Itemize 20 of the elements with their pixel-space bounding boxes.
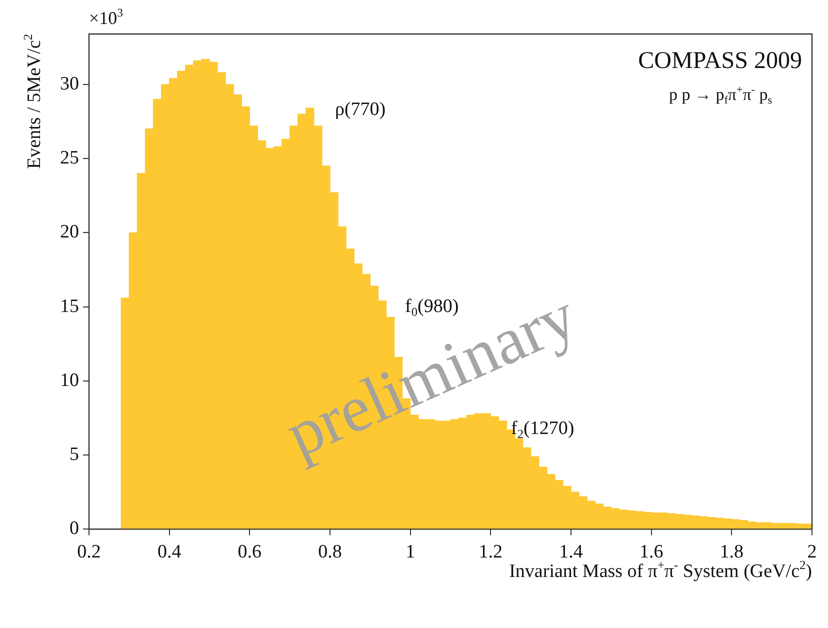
x-tick-label: 1.8: [720, 542, 744, 563]
y-tick-label: 5: [70, 444, 79, 466]
y-tick-label: 10: [60, 370, 79, 391]
x-tick-label: 0.8: [318, 542, 342, 563]
y-tick-label: 25: [60, 148, 79, 169]
x-tick-label: 1: [406, 542, 416, 563]
x-tick-label: 2: [807, 542, 817, 563]
x-tick-label: 1.2: [478, 542, 503, 563]
x-tick-label: 0.6: [238, 542, 262, 563]
x-tick-label: 0.4: [157, 542, 182, 563]
annotation: COMPASS 2009: [638, 48, 802, 74]
y-tick-label: 0: [70, 518, 79, 540]
annotation: ρ(770): [335, 99, 386, 120]
y-tick-label: 15: [60, 296, 79, 317]
x-tick-label: 0.2: [77, 542, 101, 563]
y-tick-label: 30: [60, 73, 79, 94]
x-tick-label: 1.4: [559, 542, 584, 563]
y-tick-label: 20: [60, 222, 79, 243]
y-axis-title: Events / 5MeV/c2: [21, 34, 45, 169]
x-tick-label: 1.6: [639, 542, 664, 563]
